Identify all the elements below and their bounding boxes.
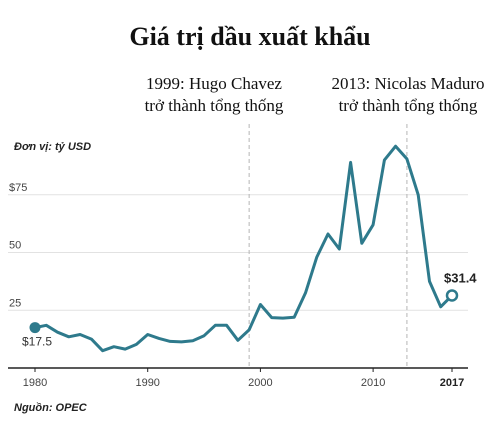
start-point-marker — [29, 322, 41, 334]
y-tick-label: 25 — [9, 297, 21, 309]
data-label-start: $17.5 — [22, 335, 52, 349]
x-tick-label: 1980 — [23, 377, 47, 389]
x-tick-label: 2000 — [248, 377, 272, 389]
data-label-end: $31.4 — [444, 270, 477, 285]
annotation-1999-line1: 1999: Hugo Chavez — [146, 74, 282, 93]
y-tick-label: $75 — [9, 182, 27, 194]
chart-title: Giá trị dầu xuất khẩu — [129, 22, 371, 51]
annotation-2013: 2013: Nicolas Maduro trở thành tổng thốn… — [318, 73, 498, 117]
y-tick-label: 50 — [9, 240, 21, 252]
source-note: Nguồn: OPEC — [14, 402, 87, 414]
annotation-2013-line2: trở thành tổng thống — [338, 96, 478, 115]
annotation-1999: 1999: Hugo Chavez trở thành tổng thống — [124, 73, 304, 117]
x-tick-label: 1990 — [135, 377, 159, 389]
unit-label: Đơn vị: tỷ USD — [14, 141, 92, 153]
x-tick-label: 2010 — [361, 377, 385, 389]
end-point-marker — [445, 289, 459, 302]
annotation-1999-line2: trở thành tổng thống — [144, 96, 284, 115]
x-tick-label: 2017 — [440, 377, 464, 389]
series-line — [33, 144, 454, 353]
annotation-2013-line1: 2013: Nicolas Maduro — [331, 74, 485, 93]
